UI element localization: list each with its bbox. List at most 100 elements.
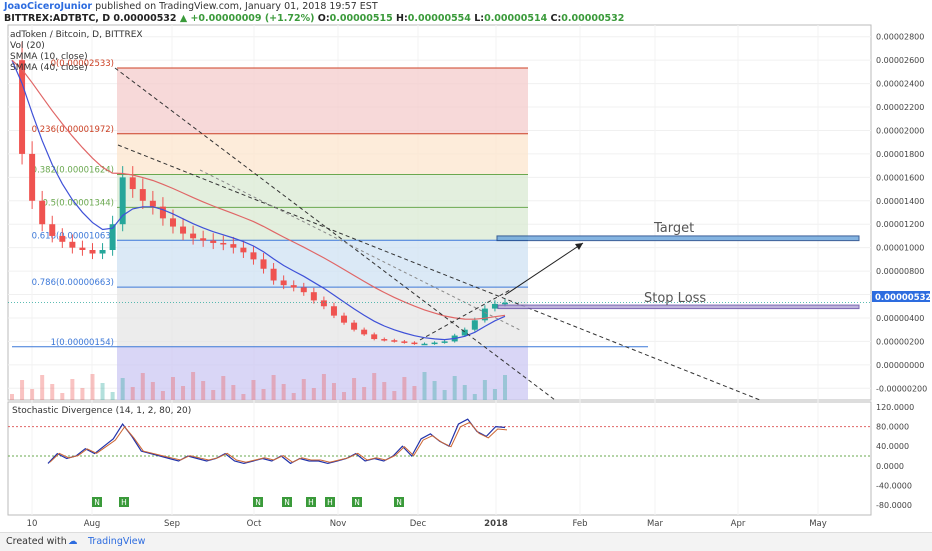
volume-bar xyxy=(331,383,336,400)
fib-label: 1(0.00000154) xyxy=(51,338,114,348)
volume-bar xyxy=(80,388,85,400)
close-label: C: xyxy=(550,13,562,24)
candle-body xyxy=(59,235,66,242)
candle-body xyxy=(159,206,166,219)
volume-bar xyxy=(432,381,437,400)
low-label: L: xyxy=(474,13,485,24)
oscillator-title: Stochastic Divergence (14, 1, 2, 80, 20) xyxy=(12,406,191,416)
symbol-line: BITTREX:ADTBTC, D 0.00000532 ▲ +0.000000… xyxy=(4,13,624,24)
stop-loss-zone xyxy=(497,304,860,310)
candle-body xyxy=(290,285,297,288)
trendline-2 xyxy=(117,144,761,401)
candle-body xyxy=(139,189,146,201)
volume-bar xyxy=(342,392,347,400)
candle-body xyxy=(481,308,488,321)
target-arrow-line xyxy=(504,242,584,296)
volume-bar xyxy=(412,386,417,400)
high-label: H: xyxy=(396,13,408,24)
candle-body xyxy=(180,226,187,234)
volume-bar xyxy=(40,375,45,400)
fib-zone xyxy=(117,207,528,241)
osc-y-tick-label: -80.0000 xyxy=(876,501,912,510)
volume-bar xyxy=(160,391,165,400)
y-tick-label: 0.00002800 xyxy=(876,33,924,42)
fib-zone xyxy=(117,68,528,134)
candle-body xyxy=(99,250,106,254)
candle-body xyxy=(300,287,307,293)
y-tick-label: 0.00001800 xyxy=(876,150,924,159)
signal-marker-label: N xyxy=(354,498,360,507)
candle-body xyxy=(441,341,448,343)
signal-marker-label: N xyxy=(255,498,261,507)
last-price: 0.00000532 xyxy=(113,13,177,24)
x-tick-label: Sep xyxy=(164,519,180,529)
volume-bar xyxy=(50,384,55,400)
author-link[interactable]: JoaoCiceroJunior xyxy=(4,1,93,12)
signal-marker-label: H xyxy=(327,498,333,507)
signal-marker xyxy=(325,497,335,507)
open-value: 0.00000515 xyxy=(329,13,393,24)
candle-body xyxy=(502,302,508,305)
volume-bar xyxy=(271,375,276,400)
candle-body xyxy=(240,247,247,253)
volume-bar xyxy=(422,372,427,400)
fib-zone xyxy=(117,346,528,400)
tradingview-logo-icon[interactable]: ☁ xyxy=(68,536,78,547)
fib-zone xyxy=(117,133,528,175)
volume-bar xyxy=(130,387,135,400)
volume-bar xyxy=(392,391,397,400)
candle-body xyxy=(421,343,428,346)
candle-body xyxy=(119,177,126,225)
target-arrow-head xyxy=(575,243,583,250)
oscillator-pane-frame xyxy=(7,401,872,516)
stop-loss-label: Stop Loss xyxy=(644,291,706,306)
low-value: 0.00000514 xyxy=(484,13,548,24)
close-value: 0.00000532 xyxy=(561,13,625,24)
legend-smma40: SMMA (40, close) xyxy=(10,63,88,73)
volume-bar xyxy=(191,372,196,400)
stoch-d-line xyxy=(49,421,508,463)
candle-body xyxy=(471,320,478,330)
candle-body xyxy=(89,250,96,254)
candle-body xyxy=(230,244,237,248)
y-tick-label: -0.00000200 xyxy=(876,384,927,393)
signal-marker xyxy=(352,497,362,507)
price-change: +0.00000009 (+1.72%) xyxy=(190,13,315,24)
x-tick-label: 2018 xyxy=(484,519,508,529)
candle-body xyxy=(461,329,468,336)
x-tick-label: Mar xyxy=(647,519,664,529)
volume-bar xyxy=(261,389,266,400)
candle-body xyxy=(411,342,418,345)
footer-created-with: Created with xyxy=(6,536,67,547)
candle-body xyxy=(371,334,378,340)
candle-body xyxy=(320,300,327,307)
volume-bar xyxy=(442,390,447,400)
y-tick-label: 0.00002400 xyxy=(876,80,924,89)
y-tick-label: 0.00001200 xyxy=(876,220,924,229)
y-tick-label: 0.00002200 xyxy=(876,103,924,112)
y-tick-label: 0.00000200 xyxy=(876,337,924,346)
candle-body xyxy=(491,303,498,309)
signal-marker xyxy=(92,497,102,507)
candle-body xyxy=(431,342,438,345)
candle-body xyxy=(351,322,358,330)
open-label: O: xyxy=(317,13,330,24)
target-zone xyxy=(496,235,860,242)
osc-y-tick-label: 40.0000 xyxy=(876,442,909,451)
candle-body xyxy=(220,242,227,245)
y-tick-label: 0.00000800 xyxy=(876,267,924,276)
volume-bar xyxy=(372,373,377,400)
y-tick-label: 0.00001000 xyxy=(876,244,924,253)
volume-bar xyxy=(70,379,75,400)
footer-brand[interactable]: TradingView xyxy=(88,536,146,547)
fib-label: 0.786(0.00000663) xyxy=(32,278,114,288)
signal-marker-label: H xyxy=(308,498,314,507)
volume-bar xyxy=(503,375,507,400)
candle-body xyxy=(79,247,86,250)
candle-body xyxy=(280,280,287,286)
target-label: Target xyxy=(653,221,694,236)
smma40-line xyxy=(11,59,506,320)
y-tick-label: 0.00000000 xyxy=(876,361,924,370)
volume-bar xyxy=(211,390,216,400)
price-chart[interactable]: 0(0.00002533) 0.236(0.00001972) 0.382(0.00… xyxy=(0,0,932,532)
